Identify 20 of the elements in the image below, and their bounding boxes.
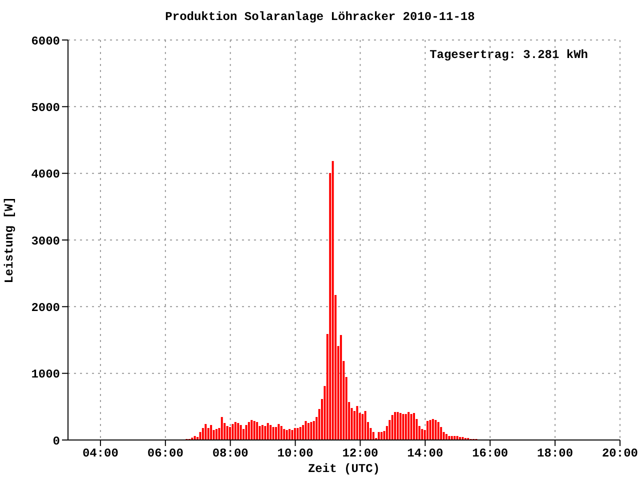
x-axis-title: Zeit (UTC) xyxy=(308,462,380,476)
y-tick-label: 4000 xyxy=(31,168,60,182)
x-tick-label: 14:00 xyxy=(407,446,444,461)
x-tick-label: 04:00 xyxy=(82,446,118,461)
x-tick-label: 08:00 xyxy=(212,446,248,461)
x-tick-label: 18:00 xyxy=(537,446,574,461)
y-tick-label: 5000 xyxy=(31,100,60,115)
y-axis-title: Leistung [W] xyxy=(2,196,16,284)
y-tick-label: 0 xyxy=(52,434,60,448)
chart-title: Produktion Solaranlage Löhracker 2010-11-18 xyxy=(164,10,476,24)
x-tick-label: 12:00 xyxy=(342,446,378,461)
y-tick-label: 6000 xyxy=(31,34,60,48)
y-tick-label: 1000 xyxy=(31,368,60,382)
x-tick-label: 06:00 xyxy=(147,446,184,461)
x-tick-label: 16:00 xyxy=(472,446,508,461)
x-tick-label: 20:00 xyxy=(602,446,638,461)
y-tick-label: 2000 xyxy=(31,300,60,315)
x-tick-label: 10:00 xyxy=(277,446,314,461)
y-tick-label: 3000 xyxy=(31,234,60,248)
annotation: Tagesertrag: 3.281 kWh xyxy=(430,48,588,62)
